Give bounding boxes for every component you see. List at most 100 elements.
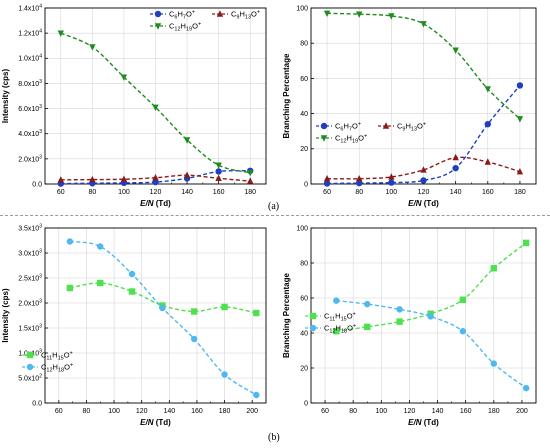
chart2-y-tick-label: 100: [296, 5, 308, 12]
chart2-data-point: [323, 175, 331, 182]
chart4-data-point: [427, 313, 434, 320]
chart4-x-tick-label: 160: [460, 408, 472, 415]
chart2-y-tick-label: 0: [304, 181, 308, 188]
chart2-data-point: [420, 21, 427, 28]
chart4-legend-marker: [309, 324, 317, 332]
chart3-y-tick-label: 2.5x103: [18, 273, 42, 282]
chart3-x-tick-label: 60: [55, 408, 63, 415]
chart3-y-tick-label: 2.0x103: [18, 298, 42, 307]
chart1-data-point: [120, 175, 128, 182]
chart4-y-tick-label: 80: [300, 260, 308, 267]
chart3-data-point: [190, 308, 198, 315]
chart2-data-point: [484, 86, 491, 93]
chart3-data-point: [159, 304, 166, 312]
chart4-x-axis-title: E/N (Td): [408, 418, 439, 427]
chart2-x-tick-label: 180: [514, 189, 526, 196]
chart3-x-tick-label: 100: [108, 408, 120, 415]
chart1-y-tick-label: 1.4x104: [18, 3, 42, 12]
chart1-legend-marker: [154, 10, 162, 18]
chart3-x-tick-label: 180: [219, 408, 231, 415]
chart3-x-tick-label: 140: [163, 408, 175, 415]
chart3-data-point: [66, 284, 74, 292]
chart1-x-tick-label: 160: [213, 189, 225, 196]
chart4-x-tick-label: 120: [404, 408, 416, 415]
chart1-y-tick-label: 8.0x103: [18, 79, 42, 88]
chart2-x-tick-label: 80: [355, 189, 363, 196]
chart4-legend-label: C12H18O+: [324, 324, 356, 335]
chart2-data-point: [388, 173, 395, 180]
chart4-x-tick-label: 60: [321, 408, 329, 415]
chart3-data-point: [221, 371, 228, 378]
chart1-data-point: [89, 44, 96, 51]
chart2-data-point: [484, 158, 491, 165]
chart3-series-line-2: [69, 240, 257, 396]
chart2-legend-marker: [320, 122, 328, 130]
chart1-data-point: [215, 174, 222, 182]
chart1-data-point: [247, 177, 254, 184]
chart3-legend-label: C12H18O+: [41, 363, 73, 374]
chart2-data-point: [484, 120, 491, 128]
chart4-data-point: [333, 328, 340, 335]
chart3-plot-frame: [44, 227, 267, 404]
chart4-x-tick-label: 180: [488, 408, 500, 415]
chart2-data-point: [452, 153, 459, 161]
chart2-data-point: [356, 179, 363, 187]
chart4-legend-marker: [309, 312, 317, 320]
chart4-data-point: [459, 296, 467, 303]
chart3-y-tick-label: 1.5x103: [18, 323, 42, 332]
chart3-x-tick-label: 80: [83, 408, 91, 415]
chart3-y-axis-title: Intensity (cps): [1, 288, 10, 343]
chart2-legend-label: C9H13O+: [397, 122, 426, 133]
chart2-y-axis-title: Branching Percentage: [282, 53, 291, 138]
chart4-data-point: [364, 300, 371, 308]
chart4-data-point: [522, 384, 530, 392]
chart4-y-tick-label: 20: [300, 365, 308, 372]
chart2-data-point: [516, 116, 524, 123]
chart2-data-point: [388, 179, 395, 186]
chart1-data-point: [57, 176, 64, 183]
chart4-x-tick-label: 80: [349, 408, 357, 415]
chart3-data-point: [128, 270, 136, 278]
chart1-x-tick-label: 60: [57, 189, 65, 196]
chart3-legend-marker: [26, 351, 34, 359]
chart1-x-tick-label: 120: [150, 189, 162, 196]
chart1-legend-label: C12H19O+: [169, 22, 201, 33]
chart2-data-point: [452, 47, 459, 54]
chart4-x-tick-label: 100: [375, 408, 387, 415]
chart3-x-axis-title: E/N (Td): [140, 418, 171, 427]
chart3-y-tick-label: 0.0: [32, 400, 42, 407]
chart4-y-tick-label: 100: [296, 225, 308, 232]
chart1-x-tick-label: 100: [118, 189, 130, 196]
chart2-legend-marker: [382, 122, 390, 129]
chart2-x-tick-label: 120: [418, 189, 430, 196]
chart3-x-tick-label: 200: [246, 408, 258, 415]
chart2-data-point: [452, 164, 459, 172]
chart1-y-tick-label: 6.0x103: [18, 104, 42, 113]
chart3-y-tick-label: 3.0x103: [18, 248, 42, 257]
chart2-legend-label: C6H7O+: [335, 122, 361, 133]
chart2-y-tick-label: 20: [300, 146, 308, 153]
chart3-data-point: [221, 303, 228, 311]
chart2-data-point: [356, 11, 363, 18]
chart2-data-point: [323, 180, 331, 187]
chart2-data-point: [516, 167, 524, 175]
chart3-data-point: [128, 288, 136, 295]
chart2-y-tick-label: 80: [300, 41, 308, 48]
chart2-legend-label: C12H19O+: [335, 134, 367, 145]
chart3-x-tick-label: 160: [191, 408, 203, 415]
chart4-data-point: [490, 360, 498, 367]
chart2-x-tick-label: 160: [482, 189, 494, 196]
chart4-y-tick-label: 60: [300, 295, 308, 302]
chart1-data-point: [247, 169, 254, 177]
chart4-y-axis-title: Branching Percentage: [282, 272, 291, 357]
chart1-x-tick-label: 80: [88, 189, 96, 196]
chart2-x-tick-label: 140: [450, 189, 462, 196]
chart4-x-tick-label: 140: [432, 408, 444, 415]
chart3-data-point: [97, 279, 104, 287]
chart3-data-point: [253, 391, 260, 399]
chart4-data-point: [333, 297, 340, 304]
chart4-x-tick-label: 200: [516, 408, 528, 415]
chart3-data-point: [66, 238, 74, 245]
chart4-data-point: [364, 323, 371, 331]
chart4-y-tick-label: 0: [304, 400, 308, 407]
